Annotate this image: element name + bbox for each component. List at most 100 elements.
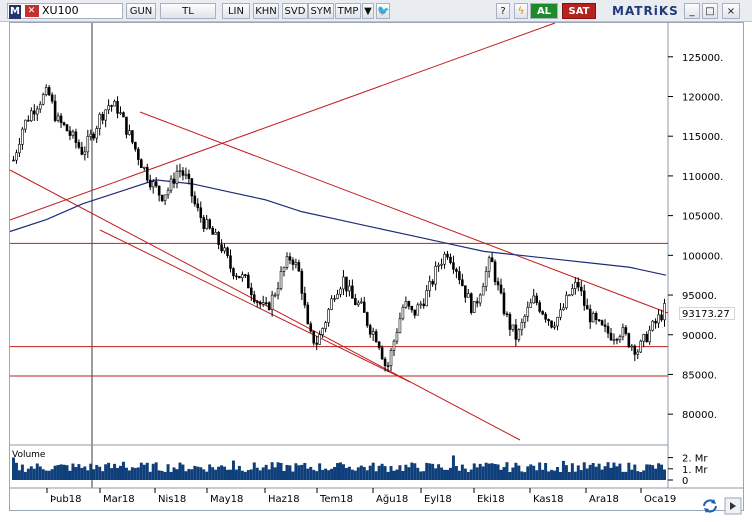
candle-body — [244, 274, 247, 276]
close-button[interactable]: × — [722, 3, 740, 19]
volume-bar — [196, 466, 200, 480]
candle-body — [365, 312, 369, 326]
volume-bar — [663, 469, 666, 480]
volume-bar — [240, 470, 244, 480]
candle-body — [579, 286, 583, 292]
candle-body — [464, 285, 467, 298]
sell-button[interactable]: SAT — [562, 3, 596, 19]
volume-bar — [386, 471, 390, 480]
volume-bar — [181, 464, 185, 480]
volume-bar — [110, 468, 114, 480]
scale-button[interactable]: LIN — [222, 3, 250, 19]
trend-line — [9, 22, 556, 221]
volume-bar — [23, 471, 27, 480]
candle-body — [151, 181, 155, 188]
volume-bar — [190, 469, 194, 480]
volume-bar — [627, 462, 631, 480]
candle-body — [38, 103, 42, 110]
volume-bar — [553, 470, 557, 480]
candle-body — [172, 178, 176, 184]
candle-body — [327, 309, 330, 323]
volume-bar — [178, 462, 182, 480]
candle-body — [582, 290, 586, 306]
period-button[interactable]: GUN — [126, 3, 156, 19]
price-tick-label: 110000. — [682, 172, 723, 183]
candle-body — [279, 271, 283, 289]
volume-bar — [657, 463, 661, 480]
volume-bar — [600, 469, 604, 480]
minimize-button[interactable]: _ — [684, 3, 700, 19]
volume-bar — [89, 463, 93, 480]
volume-bar — [520, 471, 524, 480]
candle-body — [273, 294, 277, 297]
symbol-selector[interactable]: M ✕ XU100 — [7, 3, 123, 19]
twitter-icon[interactable]: 🐦 — [376, 3, 390, 19]
volume-bar — [318, 463, 322, 480]
volume-bar — [431, 463, 435, 480]
volume-bar — [362, 466, 366, 480]
sync-icon[interactable] — [700, 497, 720, 515]
maximize-button[interactable]: □ — [702, 3, 718, 19]
candle-body — [538, 302, 541, 312]
candle-body — [544, 313, 547, 320]
volume-bar — [353, 470, 357, 480]
candle-body — [514, 324, 518, 340]
candle-body — [571, 288, 574, 296]
volume-bar — [350, 469, 354, 480]
candle-body — [484, 271, 488, 287]
candle-body — [131, 130, 134, 143]
tmp-button[interactable]: TMP — [335, 3, 361, 19]
volume-bar — [392, 470, 396, 480]
lightning-icon[interactable]: ϟ — [514, 3, 528, 19]
volume-bar — [312, 469, 316, 480]
candle-body — [47, 87, 51, 96]
scroll-right-icon[interactable] — [724, 497, 742, 515]
candle-body — [526, 307, 530, 317]
candle-body — [71, 131, 75, 136]
volume-bar — [448, 467, 452, 480]
volume-bar — [377, 465, 381, 480]
candle-body — [276, 288, 280, 296]
volume-bar — [410, 462, 414, 480]
volume-bar — [59, 464, 63, 480]
candle-body — [368, 325, 372, 335]
volume-bar — [35, 463, 39, 480]
volume-bar — [490, 463, 494, 480]
clear-symbol-icon[interactable]: ✕ — [24, 5, 39, 17]
candle-body — [621, 327, 625, 338]
candle-body — [208, 219, 211, 229]
help-icon[interactable]: ? — [496, 3, 510, 19]
candle-body — [440, 263, 443, 266]
buy-button[interactable]: AL — [530, 3, 558, 19]
candle-body — [654, 320, 657, 324]
volume-bar — [211, 467, 215, 480]
candle-body — [128, 130, 131, 135]
candle-body — [21, 128, 24, 145]
dropdown-arrow-icon[interactable]: ▼ — [362, 3, 374, 19]
candle-body — [591, 313, 595, 323]
candle-body — [428, 281, 431, 291]
volume-bar — [276, 462, 280, 480]
candle-body — [597, 319, 601, 322]
candle-body — [446, 253, 449, 258]
khn-button[interactable]: KHN — [253, 3, 279, 19]
volume-bar — [535, 470, 539, 480]
sym-button[interactable]: SYM — [308, 3, 334, 19]
candle-body — [44, 87, 48, 95]
candle-body — [324, 322, 327, 329]
volume-bar — [119, 465, 122, 480]
candle-body — [633, 345, 637, 355]
candle-body — [458, 271, 461, 281]
candle-body — [309, 323, 313, 332]
candle-body — [199, 207, 203, 218]
candle-body — [609, 332, 613, 341]
volume-bar — [487, 463, 491, 480]
svd-button[interactable]: SVD — [282, 3, 308, 19]
candle-body — [467, 293, 470, 298]
candle-body — [496, 281, 500, 286]
candle-body — [455, 269, 458, 272]
candle-body — [502, 292, 506, 315]
currency-button[interactable]: TL — [160, 3, 216, 19]
volume-bar — [359, 465, 363, 480]
